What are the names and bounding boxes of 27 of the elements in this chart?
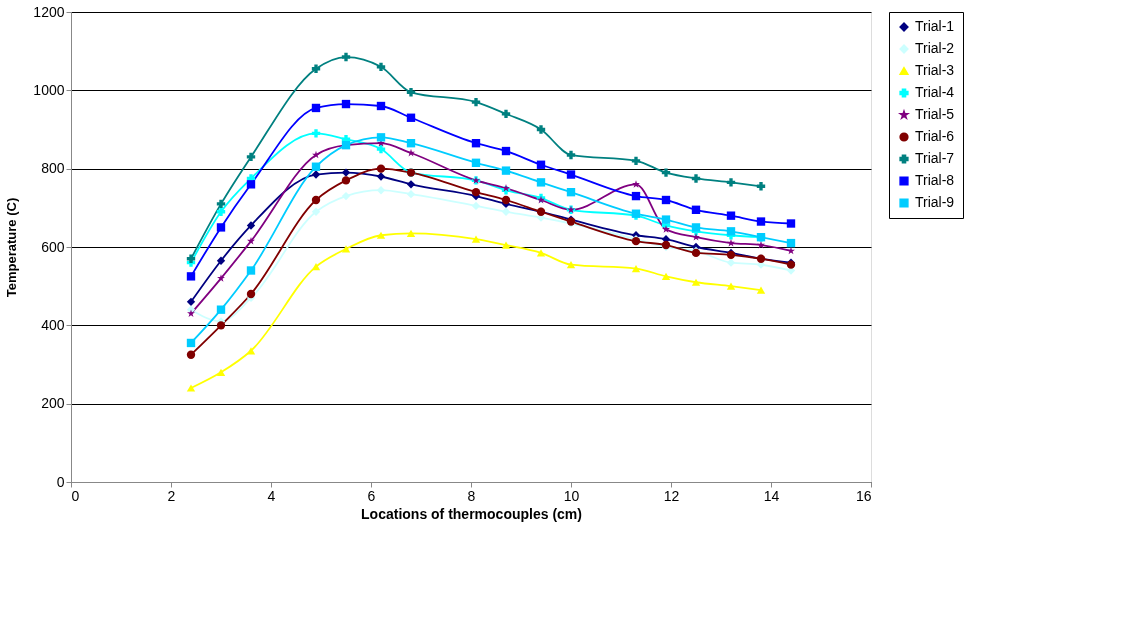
y-tick-label: 1200 bbox=[33, 3, 65, 20]
legend-label: Trial-3 bbox=[915, 62, 955, 78]
x-tick-label: 6 bbox=[367, 487, 376, 504]
legend-label: Trial-6 bbox=[915, 128, 955, 144]
y-axis-title: Temperature (C) bbox=[4, 197, 20, 298]
y-tick-label: 0 bbox=[56, 473, 65, 490]
y-tick-label: 1000 bbox=[33, 81, 65, 98]
x-tick-label: 4 bbox=[267, 487, 276, 504]
x-tick-label: 16 bbox=[855, 487, 872, 504]
x-tick-label: 8 bbox=[467, 487, 476, 504]
legend-label: Trial-2 bbox=[915, 40, 955, 56]
y-tick-label: 600 bbox=[41, 238, 65, 255]
x-tick-label: 2 bbox=[167, 487, 176, 504]
x-tick-label: 10 bbox=[563, 487, 580, 504]
y-tick-label: 400 bbox=[41, 316, 65, 333]
legend-label: Trial-1 bbox=[915, 18, 955, 34]
legend-label: Trial-9 bbox=[915, 194, 955, 210]
x-axis-title: Locations of thermocouples (cm) bbox=[361, 505, 582, 522]
y-tick-label: 200 bbox=[41, 395, 65, 412]
x-tick-label: 14 bbox=[763, 487, 780, 504]
legend-label: Trial-7 bbox=[915, 150, 955, 166]
x-tick-label: 0 bbox=[71, 487, 80, 504]
legend-label: Trial-5 bbox=[915, 106, 955, 122]
legend-label: Trial-4 bbox=[915, 84, 955, 100]
x-tick-label: 12 bbox=[663, 487, 680, 504]
y-tick-label: 800 bbox=[41, 160, 65, 177]
legend-label: Trial-8 bbox=[915, 172, 955, 188]
